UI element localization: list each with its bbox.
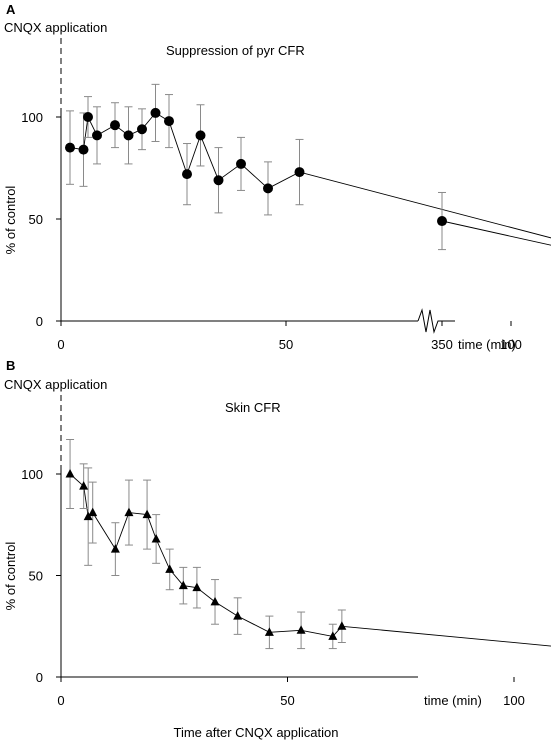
panel-b-data-point bbox=[142, 509, 152, 519]
panel-a-data-point bbox=[137, 124, 147, 135]
panel-a-data-point bbox=[437, 216, 447, 227]
panel-a-y-tick-label: 50 bbox=[29, 212, 43, 227]
panel-b-data-point bbox=[151, 533, 161, 543]
panel-a-data-point bbox=[150, 107, 161, 118]
panel-a-data-point bbox=[65, 142, 75, 153]
panel-b-ylabel: % of control bbox=[3, 542, 18, 611]
panel-a-xlabel: time (min) bbox=[458, 337, 516, 352]
panel-b-data-point bbox=[124, 507, 134, 517]
panel-b-x-tick-label: 100 bbox=[503, 693, 525, 708]
panel-b-data-point bbox=[88, 507, 98, 517]
panel-a-x-tick-label: 0 bbox=[57, 337, 64, 352]
panel-a-y-tick-label: 100 bbox=[21, 110, 43, 125]
panel-b-data-point bbox=[178, 580, 188, 590]
panel-a-x-tick-label: 100 bbox=[500, 337, 522, 352]
panel-a-y-tick-label: 0 bbox=[36, 314, 43, 329]
panel-a-x-tick-label: 50 bbox=[279, 337, 293, 352]
panel-b-data-point bbox=[328, 631, 338, 640]
panel-b-letter: B bbox=[6, 358, 15, 373]
panel-b-data-point bbox=[165, 564, 175, 573]
panel-a-ylabel: % of control bbox=[3, 186, 18, 255]
panel-a-plot: 050100050100150350 bbox=[21, 38, 551, 352]
panel-a-data-point bbox=[110, 120, 120, 131]
panel-b-data-point bbox=[233, 611, 243, 620]
panel-a-data-point bbox=[213, 175, 224, 186]
panel-b-x-tick-label: 0 bbox=[57, 693, 64, 708]
panel-a-data-point bbox=[294, 167, 305, 178]
panel-b-data-point bbox=[83, 511, 93, 521]
panel-b-annotation: CNQX application bbox=[4, 377, 107, 392]
panel-b-data-point bbox=[65, 469, 75, 478]
panel-b-data-point bbox=[79, 481, 89, 490]
panel-a-data-point bbox=[182, 169, 192, 180]
panel-b-y-tick-label: 100 bbox=[21, 467, 43, 482]
panel-a-data-point bbox=[263, 183, 273, 194]
panel-b-plot: 050100050100150 bbox=[21, 395, 551, 708]
panel-b-y-tick-label: 50 bbox=[29, 569, 43, 584]
panel-a-annotation: CNQX application bbox=[4, 20, 107, 35]
panel-b-data-point bbox=[210, 596, 220, 606]
panel-a-data-point bbox=[123, 130, 134, 141]
panel-b-data-point bbox=[337, 621, 347, 630]
panel-b-series-line bbox=[69, 473, 551, 647]
panel-a-data-point bbox=[83, 112, 93, 122]
panel-a-data-point bbox=[195, 130, 206, 141]
panel-a-title: Suppression of pyr CFR bbox=[166, 43, 305, 58]
panel-a-data-point bbox=[164, 116, 174, 127]
panel-a-letter: A bbox=[6, 2, 16, 17]
panel-a-x-tick-label: 350 bbox=[431, 337, 453, 352]
panel-a-data-point bbox=[78, 144, 89, 155]
panel-b-data-point bbox=[192, 582, 202, 592]
panel-b-xlabel: time (min) bbox=[424, 693, 482, 708]
panel-b-y-tick-label: 0 bbox=[36, 670, 43, 685]
panel-a-axis-break bbox=[417, 308, 455, 334]
panel-a-data-point bbox=[236, 158, 246, 169]
panel-b-x-tick-label: 50 bbox=[280, 693, 294, 708]
panel-b-title: Skin CFR bbox=[225, 400, 281, 415]
panel-a-data-point bbox=[92, 130, 102, 141]
panel-b-data-point bbox=[296, 625, 306, 634]
panel-b-data-point bbox=[264, 627, 274, 636]
panel-b-data-point bbox=[110, 544, 120, 553]
footer-xlabel: Time after CNQX application bbox=[174, 725, 339, 740]
